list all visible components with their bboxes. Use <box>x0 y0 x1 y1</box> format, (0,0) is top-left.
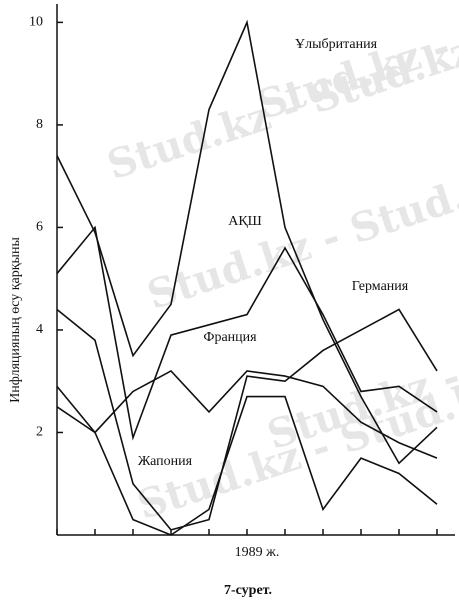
series-line <box>56 19 438 465</box>
watermark: Stud.kz - Stud.kz <box>142 156 459 319</box>
y-axis-label: Инфляцияның өсу қарқыны <box>8 237 23 403</box>
series-label: Ұлыбритания <box>295 37 378 52</box>
series-label: Германия <box>352 279 409 294</box>
y-tick-label: 8 <box>36 117 43 132</box>
y-tick-label: 4 <box>36 322 43 337</box>
y-tick-label: 2 <box>36 425 43 440</box>
y-tick-label: 10 <box>29 15 43 30</box>
y-tick-label: 6 <box>36 220 43 235</box>
series-line <box>56 395 438 536</box>
series-line <box>56 369 438 459</box>
series-line <box>56 308 438 531</box>
caption: 7-сурет. <box>224 583 272 598</box>
x-axis-label: 1989 ж. <box>235 545 280 560</box>
series-label: АҚШ <box>228 214 262 229</box>
series-label: Жапония <box>138 454 193 469</box>
series-label: Франция <box>203 330 257 345</box>
series-line <box>56 225 438 441</box>
